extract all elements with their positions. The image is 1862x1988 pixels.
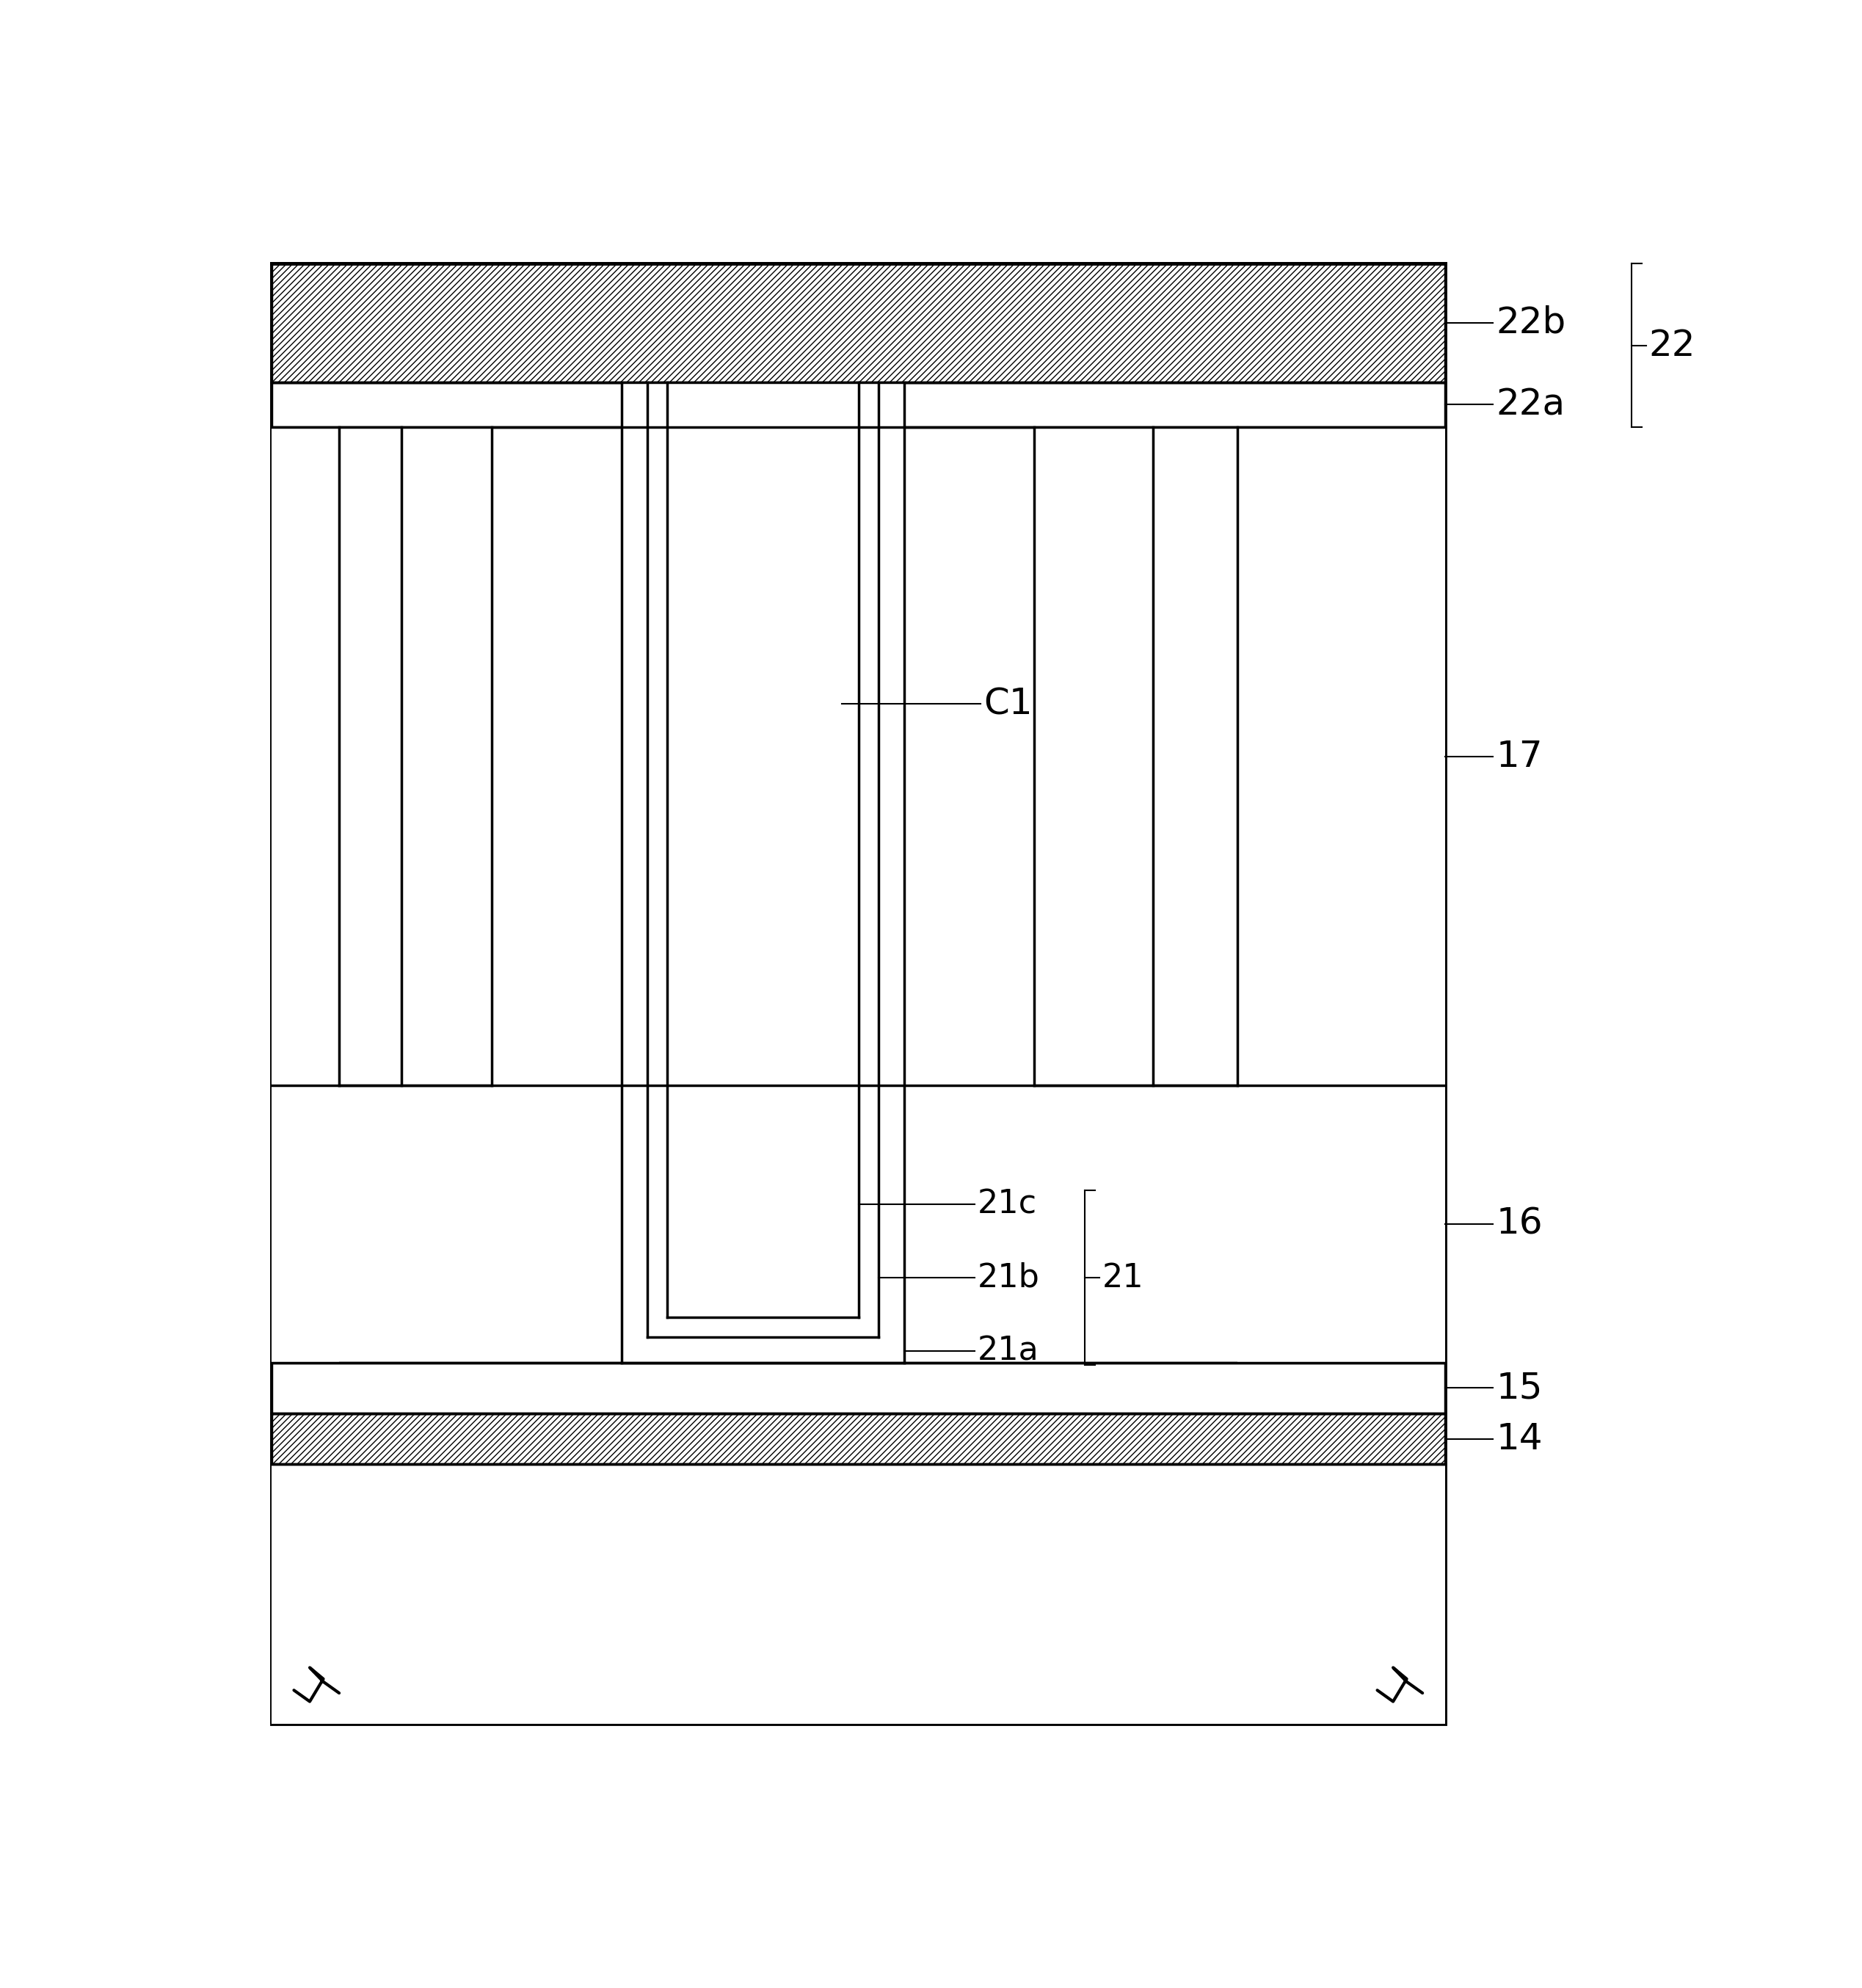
Text: 21c: 21c (978, 1189, 1037, 1221)
Text: 22b: 22b (1495, 304, 1566, 340)
Bar (272, 427, 339, 1085)
Bar (667, 382, 858, 1318)
Bar (648, 382, 667, 1338)
Bar (1238, 427, 1445, 1085)
Text: 21: 21 (1102, 1262, 1143, 1294)
Bar (339, 427, 402, 1085)
Text: 15: 15 (1495, 1370, 1542, 1406)
Bar (402, 427, 492, 1085)
Text: 21a: 21a (978, 1336, 1039, 1368)
Bar (858, 382, 879, 1338)
Bar (272, 427, 339, 1085)
Bar (1033, 427, 1153, 1085)
Bar (622, 382, 648, 1362)
Text: 21b: 21b (978, 1262, 1041, 1294)
Bar (272, 264, 1445, 382)
Text: C1: C1 (983, 686, 1032, 722)
Text: 17: 17 (1495, 740, 1542, 773)
Bar (879, 382, 905, 1362)
Bar (622, 1338, 905, 1362)
Bar (272, 427, 1445, 1362)
Bar (648, 1318, 879, 1338)
Bar (272, 1465, 1445, 1724)
Text: 14: 14 (1495, 1421, 1542, 1457)
Bar (272, 264, 1445, 1724)
Bar (272, 1085, 339, 1362)
Text: 22: 22 (1648, 328, 1694, 364)
Bar (272, 1413, 1445, 1465)
Bar (622, 382, 905, 1362)
Bar (1153, 427, 1238, 1085)
Text: 16: 16 (1495, 1207, 1542, 1242)
Bar (1238, 427, 1445, 1085)
Bar (272, 1362, 1445, 1413)
Bar (1238, 1085, 1445, 1362)
Text: 22a: 22a (1495, 388, 1566, 421)
Bar (272, 382, 1445, 427)
